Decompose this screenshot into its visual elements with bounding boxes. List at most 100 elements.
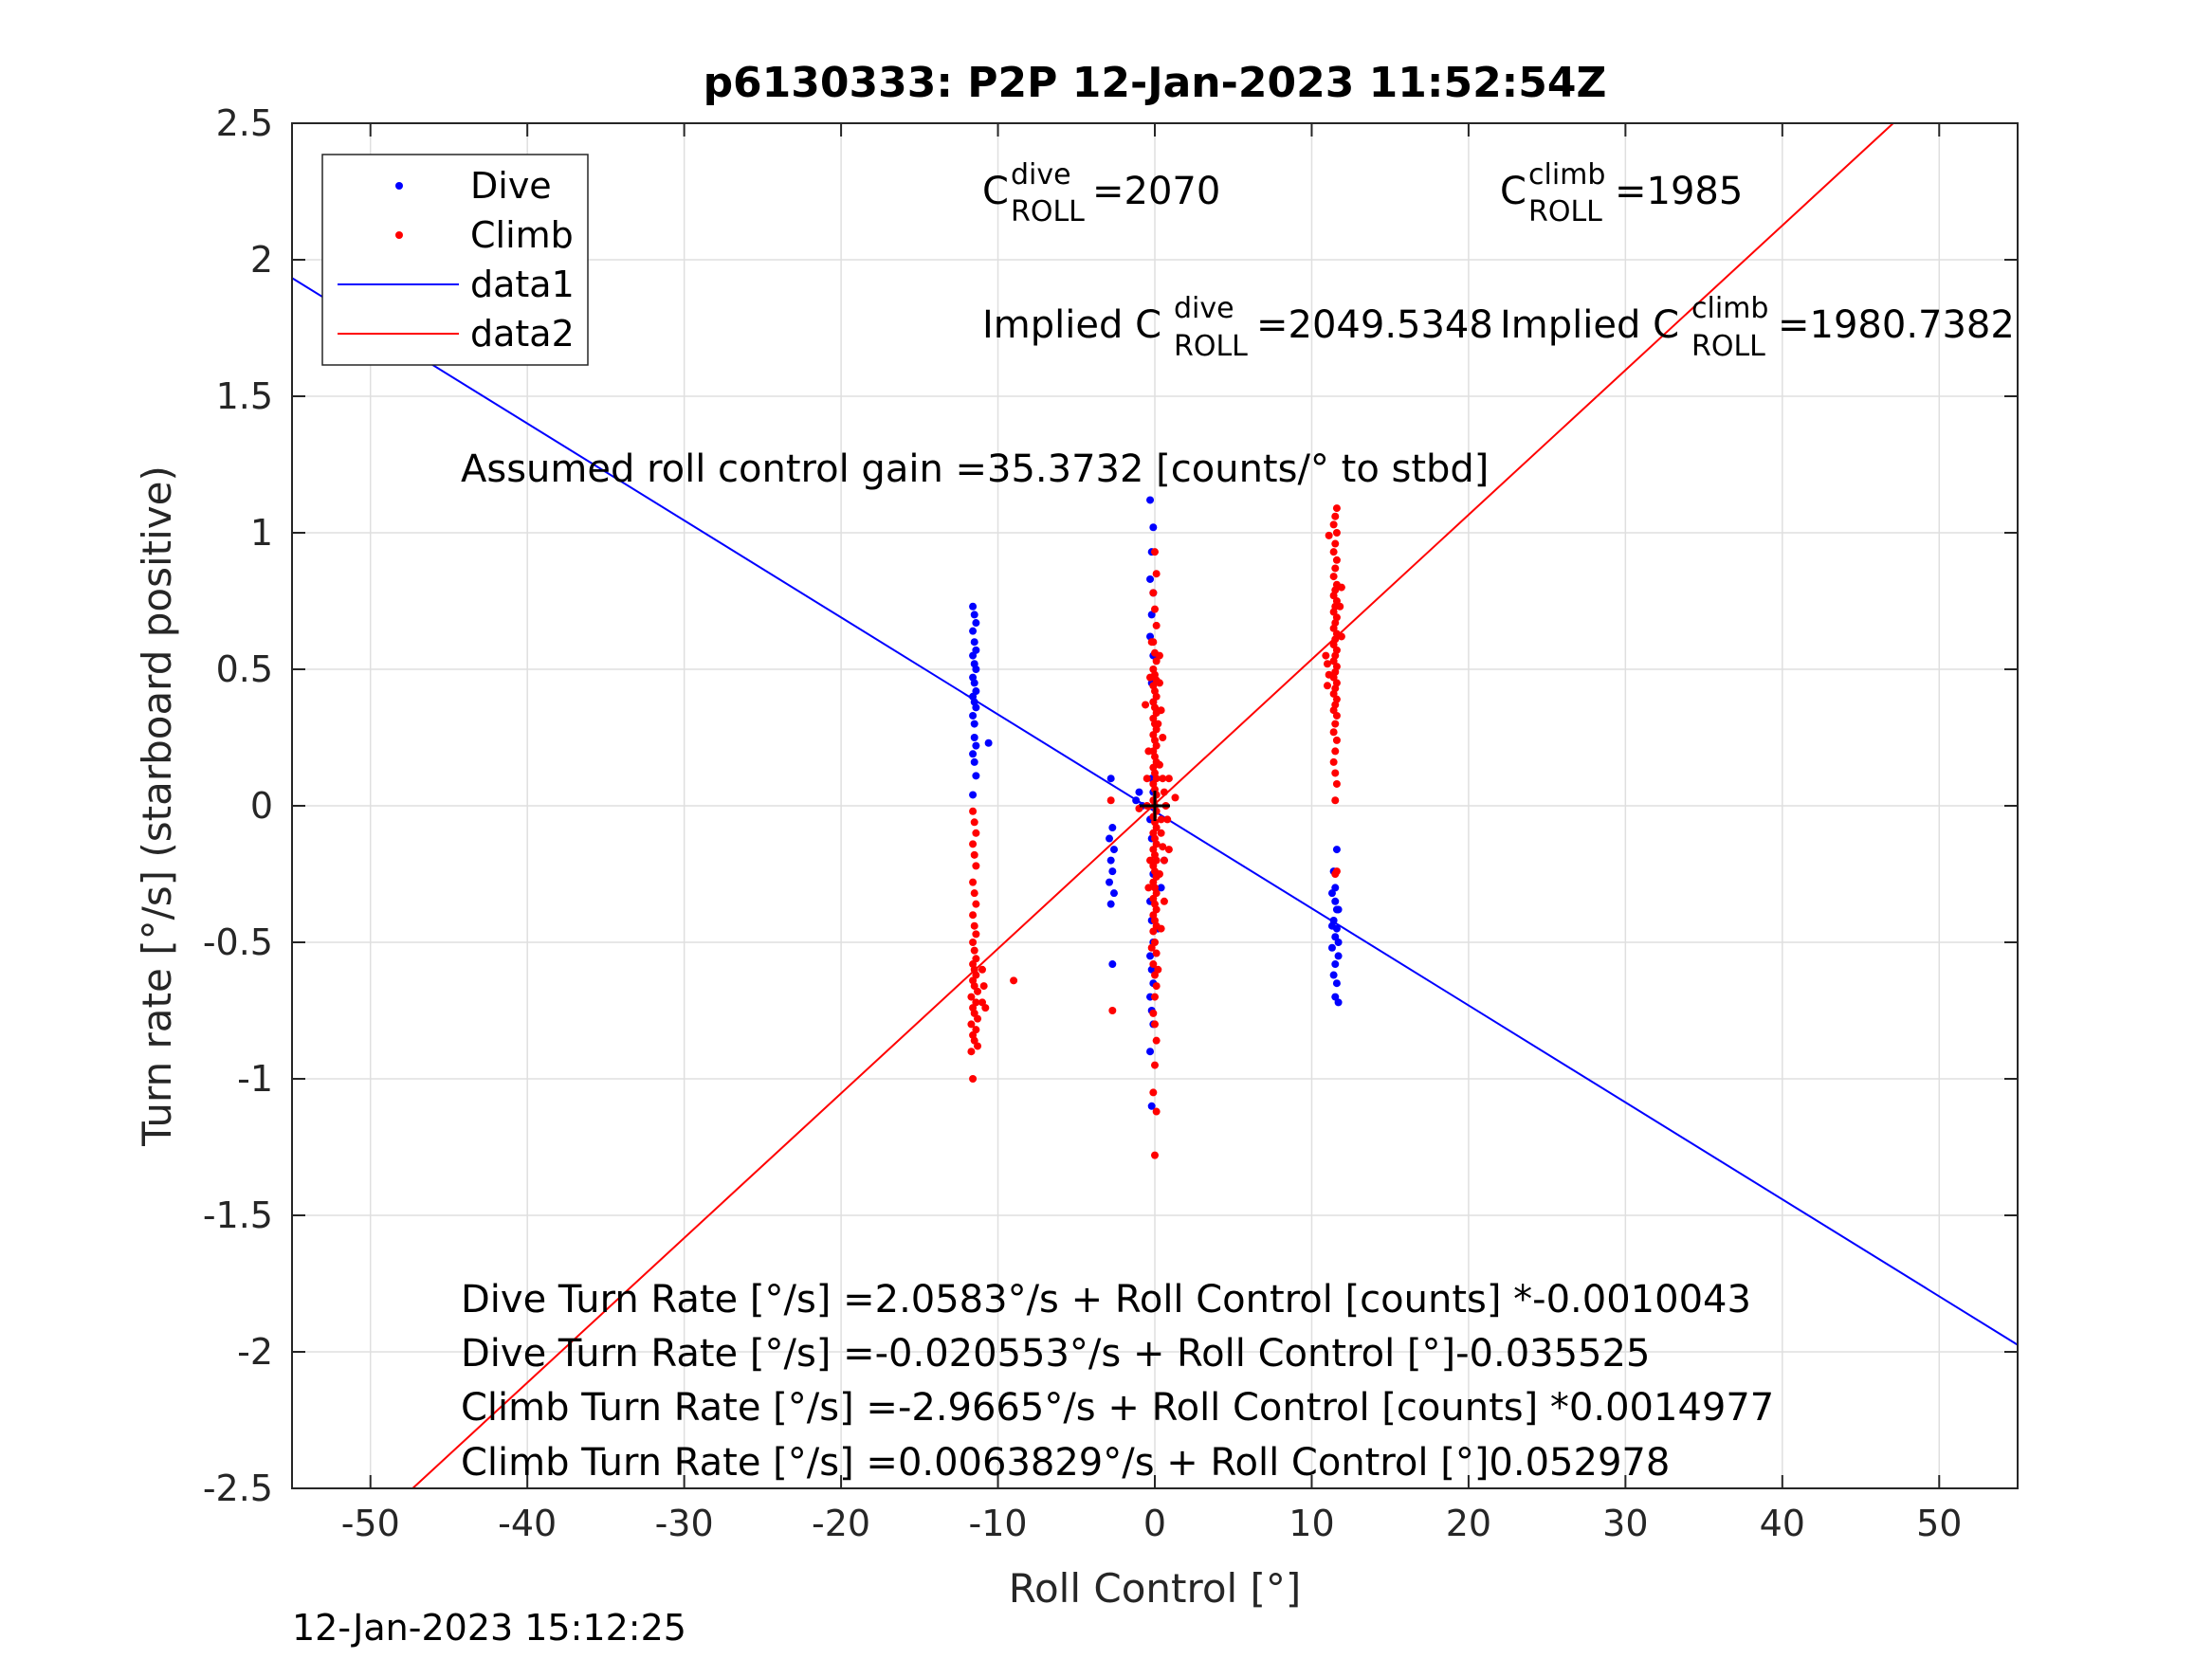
climb-point — [1329, 728, 1338, 737]
climb-point — [1331, 769, 1340, 777]
y-tick-label: -2.5 — [203, 1468, 273, 1509]
climb-point — [1152, 570, 1161, 578]
climb-point — [1147, 638, 1156, 647]
climb-point — [1155, 760, 1163, 769]
climb-point — [1155, 679, 1163, 687]
climb-point — [1331, 539, 1340, 548]
dive-point — [969, 651, 978, 660]
dive-point — [972, 619, 980, 628]
climb-point — [1336, 602, 1344, 611]
climb-point — [1332, 504, 1341, 513]
climb-point — [974, 987, 982, 995]
x-tick-label: -20 — [812, 1503, 870, 1544]
climb-point — [974, 1042, 982, 1050]
climb-point — [1149, 1009, 1158, 1017]
climb-point — [969, 911, 978, 920]
dive-point — [1109, 889, 1118, 898]
x-axis-label: Roll Control [°] — [1009, 1565, 1302, 1612]
x-tick-label: -10 — [969, 1503, 1028, 1544]
dive-point — [1109, 846, 1118, 854]
climb-point — [1106, 796, 1115, 805]
climb-point — [1143, 775, 1151, 783]
scatter-points — [967, 496, 1345, 1159]
timestamp: 12-Jan-2023 15:12:25 — [292, 1607, 686, 1649]
climb-point — [1329, 573, 1338, 581]
dive-point — [970, 611, 978, 619]
fit-equation-1: Dive Turn Rate [°/s] =2.0583°/s + Roll C… — [461, 1278, 1751, 1322]
climb-point — [1331, 870, 1340, 878]
y-tick-labels: -2.5 -2 -1.5 -1 -0.5 0 0.5 1 1.5 2 2.5 — [203, 102, 273, 1509]
dive-point — [969, 627, 978, 635]
dive-point — [1327, 943, 1336, 952]
climb-point — [1332, 736, 1341, 744]
climb-point — [972, 829, 980, 837]
dive-point — [969, 602, 978, 611]
dive-point — [1106, 878, 1114, 886]
climb-point — [969, 1075, 978, 1083]
climb-point — [1331, 512, 1340, 520]
dive-point — [1331, 960, 1340, 969]
climb-point — [1163, 815, 1172, 824]
climb-point — [969, 807, 978, 815]
climb-point — [1142, 701, 1150, 709]
dive-point — [969, 711, 978, 720]
implied-dive-sup: dive — [1174, 292, 1234, 325]
climb-point — [1322, 651, 1330, 660]
y-tick-label: -1 — [237, 1058, 273, 1100]
x-tick-label: 30 — [1602, 1503, 1648, 1544]
climb-point — [1160, 788, 1168, 796]
climb-point — [970, 889, 978, 898]
climb-point — [1149, 960, 1158, 969]
climb-point — [972, 930, 980, 939]
climb-point — [1331, 720, 1340, 728]
legend-climb-label: Climb — [470, 214, 574, 256]
implied-c-climb-annotation: Implied C climb ROLL =1980.7382 — [1500, 292, 2015, 363]
climb-point — [969, 878, 978, 886]
climb-point — [1331, 796, 1340, 805]
climb-point — [1146, 673, 1155, 682]
climb-point — [1332, 529, 1341, 537]
climb-point — [1331, 747, 1340, 756]
dive-point — [1146, 1048, 1155, 1056]
climb-point — [1159, 775, 1167, 783]
y-axis-label: Turn rate [°/s] (starboard positive) — [134, 465, 180, 1147]
implied-dive-prefix: Implied C — [982, 303, 1161, 347]
climb-point — [1154, 965, 1162, 974]
c-climb-value: =1985 — [1615, 170, 1743, 213]
dive-point — [972, 703, 980, 712]
climb-point — [1332, 779, 1341, 788]
implied-climb-sup: climb — [1691, 292, 1768, 325]
y-tick-label: 2.5 — [216, 102, 273, 144]
climb-point — [1151, 1151, 1159, 1159]
y-tick-label: -1.5 — [203, 1194, 273, 1236]
climb-point — [1332, 556, 1341, 564]
implied-dive-sub: ROLL — [1174, 330, 1248, 363]
climb-point — [1157, 829, 1165, 837]
fit-equation-3: Climb Turn Rate [°/s] =-2.9665°/s + Roll… — [461, 1386, 1774, 1430]
x-tick-label: -30 — [655, 1503, 714, 1544]
dive-point — [1331, 897, 1340, 905]
x-tick-label: 50 — [1916, 1503, 1962, 1544]
climb-point — [1149, 927, 1158, 936]
x-tick-label: 40 — [1760, 1503, 1805, 1544]
dive-point — [1334, 939, 1343, 946]
climb-point — [972, 862, 980, 870]
climb-point — [1325, 670, 1333, 679]
dive-point — [1146, 574, 1155, 583]
climb-point — [1151, 1061, 1159, 1069]
dive-point — [1146, 496, 1155, 504]
dive-point — [1106, 834, 1114, 843]
y-tick-label: 1 — [250, 512, 273, 554]
dive-point — [1132, 796, 1141, 805]
legend-box — [321, 154, 589, 366]
legend-dive-label: Dive — [470, 165, 552, 207]
climb-point — [978, 965, 986, 974]
implied-climb-value: =1980.7382 — [1778, 303, 2015, 347]
climb-point — [1152, 1036, 1161, 1045]
climb-point — [1147, 943, 1156, 952]
dive-point — [970, 720, 978, 728]
c-dive-sup: dive — [1011, 158, 1071, 191]
dive-point — [970, 638, 978, 647]
climb-point — [1164, 846, 1173, 854]
